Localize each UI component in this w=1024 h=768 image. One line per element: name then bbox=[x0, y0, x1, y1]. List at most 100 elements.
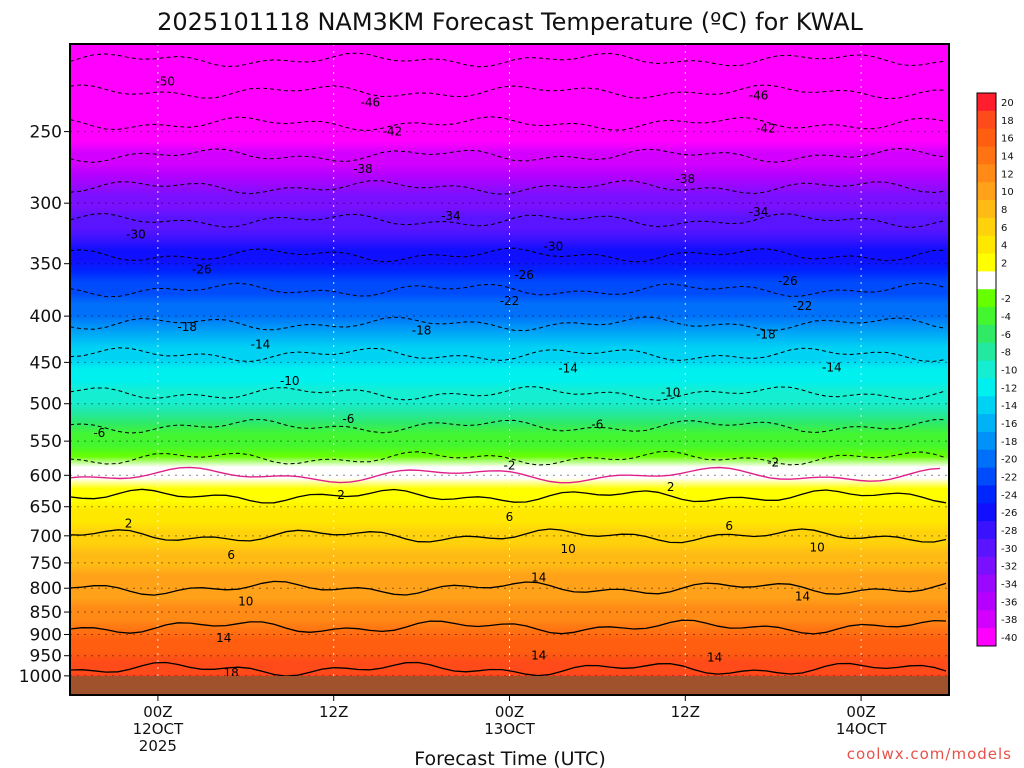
color-bar-label: -2 bbox=[1001, 294, 1011, 305]
color-bar-cell bbox=[977, 164, 996, 183]
color-bar-cell bbox=[977, 342, 996, 362]
color-bar-cell bbox=[977, 396, 996, 415]
color-bar-label: -6 bbox=[1001, 330, 1011, 341]
color-bar-cell bbox=[977, 556, 996, 576]
x-tick-label: 13OCT bbox=[484, 720, 535, 738]
contour-label: -18 bbox=[177, 320, 197, 334]
x-tick-label: 00Z bbox=[846, 703, 875, 721]
contour-label: 14 bbox=[531, 649, 546, 663]
contour-label: 6 bbox=[506, 510, 514, 524]
contour-label: -22 bbox=[793, 299, 813, 313]
color-bar-label: -18 bbox=[1001, 437, 1017, 448]
contour-label: -34 bbox=[749, 205, 769, 219]
contour-label: -14 bbox=[251, 338, 271, 352]
x-tick-label: 00Z bbox=[495, 703, 524, 721]
contour-label: -2 bbox=[767, 456, 779, 470]
y-tick-label: 750 bbox=[30, 554, 62, 574]
contour-label: 14 bbox=[531, 570, 546, 584]
color-bar-cell bbox=[977, 235, 996, 255]
x-tick-label: 12OCT bbox=[133, 720, 184, 738]
color-bar-cell bbox=[977, 324, 996, 344]
color-bar-label: 16 bbox=[1001, 134, 1014, 145]
color-bar-cell bbox=[977, 574, 996, 593]
y-tick-label: 500 bbox=[30, 395, 62, 415]
x-axis-label: Forecast Time (UTC) bbox=[414, 748, 605, 768]
color-bar-label: -32 bbox=[1001, 562, 1017, 573]
color-bar-label: 20 bbox=[1001, 98, 1014, 109]
color-bar-label: -16 bbox=[1001, 419, 1017, 430]
contour-label: -34 bbox=[441, 209, 461, 223]
color-bar-label: 14 bbox=[1001, 151, 1014, 162]
color-bar-label: 18 bbox=[1001, 116, 1014, 127]
contour-label: -10 bbox=[280, 374, 300, 388]
y-axis-ticks: 2503003504004505005506006507007508008509… bbox=[19, 123, 70, 687]
color-bar-label: -10 bbox=[1001, 366, 1017, 377]
color-bar-label: -24 bbox=[1001, 490, 1017, 501]
color-bar-cell bbox=[977, 521, 996, 540]
color-bar-label: -28 bbox=[1001, 526, 1017, 537]
contour-label: -42 bbox=[756, 121, 776, 135]
color-bar-label: 8 bbox=[1001, 205, 1007, 216]
isotherm-line bbox=[70, 347, 947, 363]
y-tick-label: 650 bbox=[30, 498, 62, 518]
x-tick-label: 14OCT bbox=[836, 720, 887, 738]
color-bar-cell bbox=[977, 610, 996, 629]
color-bar-cell bbox=[977, 592, 996, 611]
chart-title: 2025101118 NAM3KM Forecast Temperature (… bbox=[157, 8, 863, 36]
contour-label: -14 bbox=[558, 361, 578, 375]
color-bar-label: -4 bbox=[1001, 312, 1011, 323]
contour-label: 10 bbox=[810, 540, 825, 554]
color-bar-frame bbox=[976, 92, 997, 647]
isotherm-line bbox=[70, 116, 947, 131]
color-bar-cell bbox=[977, 217, 996, 237]
color-bar-label: -36 bbox=[1001, 597, 1017, 608]
color-bar-cell bbox=[977, 128, 996, 148]
y-tick-label: 900 bbox=[30, 625, 62, 645]
x-tick-label: 2025 bbox=[139, 737, 177, 755]
color-bar-label: -22 bbox=[1001, 473, 1017, 484]
color-bar-cell bbox=[977, 503, 996, 522]
color-bar-cell bbox=[977, 271, 996, 290]
color-bar-label: -30 bbox=[1001, 544, 1017, 555]
color-bar-cell bbox=[977, 414, 996, 433]
y-tick-label: 1000 bbox=[19, 667, 62, 687]
contour-label: 10 bbox=[238, 595, 253, 609]
contour-label: 2 bbox=[667, 480, 675, 494]
color-bar-cell bbox=[977, 110, 996, 130]
color-bar-cell bbox=[977, 431, 996, 451]
color-bar-label: -12 bbox=[1001, 383, 1017, 394]
contour-label: 14 bbox=[707, 650, 722, 664]
color-bar-label: -20 bbox=[1001, 455, 1017, 466]
color-bar-cell bbox=[977, 628, 996, 647]
contour-label: -38 bbox=[353, 162, 373, 176]
ground-surface bbox=[70, 676, 949, 695]
color-bar-label: 6 bbox=[1001, 223, 1007, 234]
isotherm-line bbox=[70, 619, 947, 635]
color-bar-label: 12 bbox=[1001, 169, 1014, 180]
isotherm-contours bbox=[70, 52, 947, 677]
x-tick-label: 00Z bbox=[143, 703, 172, 721]
color-bar-label: -34 bbox=[1001, 580, 1017, 591]
contour-label: 6 bbox=[227, 548, 235, 562]
freezing-level-line bbox=[70, 466, 941, 484]
color-bar-cell bbox=[977, 146, 996, 165]
y-tick-label: 450 bbox=[30, 353, 62, 373]
y-tick-label: 400 bbox=[30, 307, 62, 327]
contour-label: 10 bbox=[560, 542, 575, 556]
y-tick-label: 600 bbox=[30, 466, 62, 486]
isotherm-line bbox=[70, 247, 947, 263]
contour-label: -6 bbox=[342, 412, 354, 426]
color-bar-label: -40 bbox=[1001, 633, 1017, 644]
color-bar-cell bbox=[977, 307, 996, 326]
contour-label: -18 bbox=[756, 327, 776, 341]
isotherm-line bbox=[70, 488, 947, 504]
contour-label: 6 bbox=[725, 519, 733, 533]
color-bar-cell bbox=[977, 538, 996, 558]
contour-label: -6 bbox=[591, 417, 603, 431]
y-tick-label: 700 bbox=[30, 527, 62, 547]
color-bar-label: 4 bbox=[1001, 241, 1007, 252]
isotherm-line bbox=[70, 450, 947, 466]
isotherm-line bbox=[70, 147, 947, 163]
